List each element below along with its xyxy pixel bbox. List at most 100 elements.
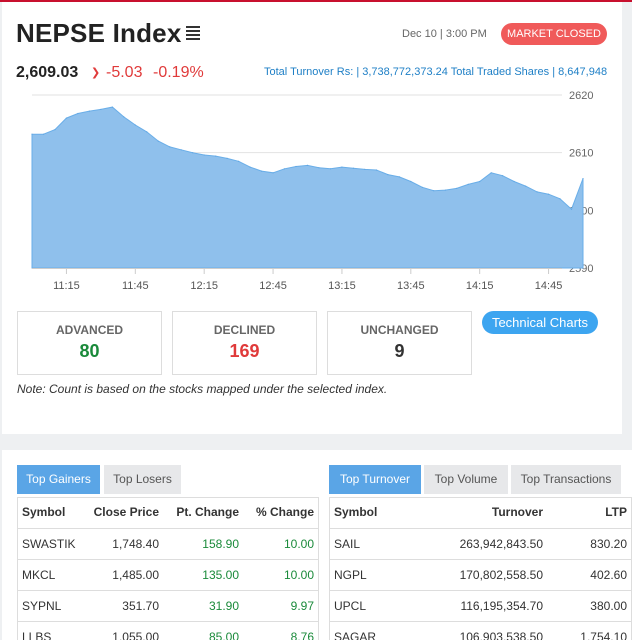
data-point xyxy=(100,108,102,110)
data-point xyxy=(146,131,148,133)
count-note: Note: Count is based on the stocks mappe… xyxy=(17,382,388,396)
table-row[interactable]: SAGAR 106,903,538.50 1,754.10 xyxy=(329,621,632,640)
data-point xyxy=(123,116,125,118)
x-tick-label: 13:45 xyxy=(397,280,425,292)
close-price-cell: 1,748.40 xyxy=(84,528,164,560)
column-header: Pt. Change xyxy=(164,497,244,529)
data-point xyxy=(31,133,33,135)
table-row[interactable]: MKCL 1,485.00 135.00 10.00 xyxy=(17,559,319,591)
symbol-cell[interactable]: SWASTIK xyxy=(17,528,84,560)
tab-top-losers[interactable]: Top Losers xyxy=(104,465,181,494)
data-point xyxy=(352,167,354,169)
index-percent-change: -0.19% xyxy=(153,64,204,81)
x-tick-label: 13:15 xyxy=(328,280,356,292)
data-point xyxy=(456,187,458,189)
x-tick-label: 12:15 xyxy=(190,280,218,292)
data-point xyxy=(111,106,113,108)
tab-top-gainers[interactable]: Top Gainers xyxy=(17,465,100,494)
data-point xyxy=(180,149,182,151)
data-point xyxy=(249,166,251,168)
tab-top-volume[interactable]: Top Volume xyxy=(424,465,508,494)
column-header: Close Price xyxy=(84,497,164,529)
data-point xyxy=(169,146,171,148)
x-tick-label: 11:15 xyxy=(53,280,80,292)
chevron-down-icon: ❯ xyxy=(91,67,101,79)
table-header-row: Symbol Close Price Pt. Change % Change xyxy=(17,497,319,529)
advanced-label: ADVANCED xyxy=(55,323,124,337)
close-price-cell: 1,055.00 xyxy=(84,621,164,640)
x-tick-label: 14:15 xyxy=(466,280,494,292)
advanced-count: 80 xyxy=(79,341,100,361)
declined-label: DECLINED xyxy=(213,323,276,337)
turnover-table: Symbol Turnover LTP SAIL 263,942,843.50 … xyxy=(329,497,632,640)
market-datetime: Dec 10 | 3:00 PM xyxy=(402,28,487,40)
pt-change-cell: 85.00 xyxy=(164,621,244,640)
column-header: LTP xyxy=(548,497,632,529)
data-point xyxy=(88,110,90,112)
index-chart: 262026102600259011:1511:4512:1512:4513:1… xyxy=(31,90,593,292)
symbol-cell[interactable]: NGPL xyxy=(329,559,409,591)
table-row[interactable]: SWASTIK 1,748.40 158.90 10.00 xyxy=(17,528,319,560)
symbol-cell[interactable]: SAGAR xyxy=(329,621,409,640)
data-point xyxy=(410,180,412,183)
tab-top-transactions[interactable]: Top Transactions xyxy=(511,465,621,494)
data-point xyxy=(238,160,240,162)
pct-change-cell: 8.76 xyxy=(244,621,319,640)
index-area-series xyxy=(31,106,584,269)
ltp-cell: 830.20 xyxy=(548,528,632,560)
turnover-cell: 106,903,538.50 xyxy=(409,621,548,640)
table-row[interactable]: LLBS 1,055.00 85.00 8.76 xyxy=(17,621,319,640)
close-price-cell: 351.70 xyxy=(84,590,164,622)
table-row[interactable]: UPCL 116,195,354.70 380.00 xyxy=(329,590,632,622)
data-point xyxy=(398,176,400,178)
index-value: 2,609.03 xyxy=(16,64,79,81)
data-point xyxy=(283,168,286,170)
data-point xyxy=(329,168,332,170)
ltp-cell: 1,754.10 xyxy=(548,621,632,640)
index-point-change: -5.03 xyxy=(106,64,143,81)
unchanged-label: UNCHANGED xyxy=(360,323,439,337)
pt-change-cell: 135.00 xyxy=(164,559,244,591)
data-point xyxy=(318,167,320,169)
data-point xyxy=(536,191,538,193)
data-point xyxy=(479,180,481,183)
table-row[interactable]: SYPNL 351.70 31.90 9.97 xyxy=(17,590,319,622)
table-row[interactable]: NGPL 170,802,558.50 402.60 xyxy=(329,559,632,591)
ltp-cell: 380.00 xyxy=(548,590,632,622)
turnover-summary: Total Turnover Rs: | 3,738,772,373.24 To… xyxy=(264,66,608,78)
y-tick-label: 2610 xyxy=(569,148,593,160)
tab-top-turnover[interactable]: Top Turnover xyxy=(329,465,421,494)
data-point xyxy=(192,152,194,154)
data-point xyxy=(490,172,492,174)
symbol-cell[interactable]: UPCL xyxy=(329,590,409,622)
x-tick-label: 14:45 xyxy=(535,280,563,292)
data-point xyxy=(341,166,343,168)
data-point xyxy=(444,189,446,191)
unchanged-box: UNCHANGED 9 xyxy=(327,311,472,375)
data-point xyxy=(157,140,159,142)
x-tick-label: 12:45 xyxy=(259,280,287,292)
menu-icon[interactable] xyxy=(186,26,200,40)
data-point xyxy=(42,133,45,135)
data-point xyxy=(364,168,366,170)
symbol-cell[interactable]: SYPNL xyxy=(17,590,84,622)
data-point xyxy=(215,155,217,157)
pct-change-cell: 10.00 xyxy=(244,528,319,560)
column-header: Symbol xyxy=(329,497,409,529)
data-point xyxy=(261,170,263,172)
data-point xyxy=(226,157,228,159)
declined-box: DECLINED 169 xyxy=(172,311,317,375)
column-header: Turnover xyxy=(409,497,548,529)
technical-charts-button[interactable]: Technical Charts xyxy=(482,311,598,334)
y-tick-label: 2620 xyxy=(569,90,593,102)
table-row[interactable]: SAIL 263,942,843.50 830.20 xyxy=(329,528,632,560)
symbol-cell[interactable]: MKCL xyxy=(17,559,84,591)
data-point xyxy=(65,117,67,119)
pt-change-cell: 31.90 xyxy=(164,590,244,622)
data-point xyxy=(203,154,205,156)
symbol-cell[interactable]: SAIL xyxy=(329,528,409,560)
column-header: Symbol xyxy=(17,497,84,529)
data-point xyxy=(548,193,550,195)
symbol-cell[interactable]: LLBS xyxy=(17,621,84,640)
pct-change-cell: 9.97 xyxy=(244,590,319,622)
